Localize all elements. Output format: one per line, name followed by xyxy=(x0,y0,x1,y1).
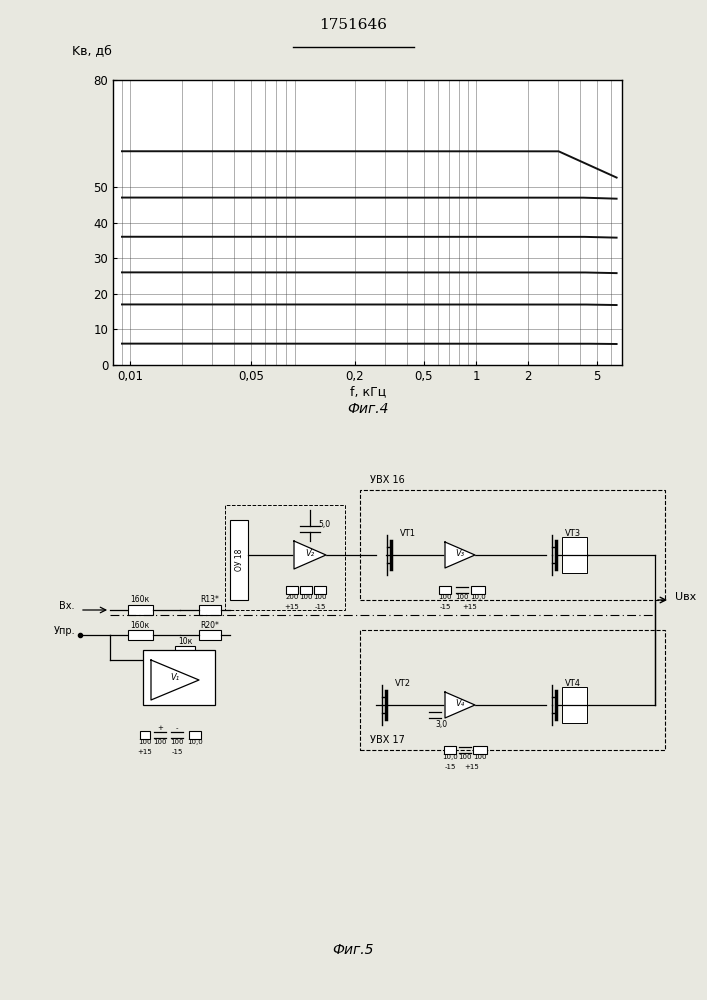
Text: 100: 100 xyxy=(458,754,472,760)
Bar xyxy=(439,586,451,594)
Bar xyxy=(127,605,153,615)
Polygon shape xyxy=(151,660,199,700)
Bar xyxy=(286,586,298,594)
Bar xyxy=(360,630,665,750)
Bar xyxy=(189,731,201,739)
Bar xyxy=(314,586,326,594)
Text: V₃: V₃ xyxy=(455,548,464,558)
Text: -15: -15 xyxy=(444,764,456,770)
Bar xyxy=(471,586,485,594)
Text: 100: 100 xyxy=(473,754,486,760)
Bar xyxy=(230,520,248,600)
Polygon shape xyxy=(445,692,475,718)
Text: VT4: VT4 xyxy=(565,678,581,688)
Text: 10,0: 10,0 xyxy=(470,594,486,600)
Bar xyxy=(300,586,312,594)
Text: 160к: 160к xyxy=(130,595,150,604)
Bar xyxy=(225,505,345,610)
Text: +15: +15 xyxy=(285,604,299,610)
Text: Упр.: Упр. xyxy=(53,626,75,636)
Text: 100: 100 xyxy=(139,739,152,745)
Text: Uвх: Uвх xyxy=(675,592,696,602)
Bar xyxy=(360,490,665,600)
Bar xyxy=(140,731,150,739)
Text: 10,0: 10,0 xyxy=(187,739,203,745)
Text: +15: +15 xyxy=(464,764,479,770)
Text: 200: 200 xyxy=(286,594,298,600)
Text: 1751646: 1751646 xyxy=(320,18,387,32)
Text: УВХ 17: УВХ 17 xyxy=(370,735,405,745)
Text: VT2: VT2 xyxy=(395,678,411,688)
Text: 10к: 10к xyxy=(178,638,192,647)
X-axis label: f, кГц: f, кГц xyxy=(349,386,386,399)
Text: Фиг.5: Фиг.5 xyxy=(332,943,374,957)
Text: +: + xyxy=(157,725,163,731)
Bar xyxy=(127,630,153,640)
Polygon shape xyxy=(445,542,475,568)
Text: 100: 100 xyxy=(438,594,452,600)
Text: -: - xyxy=(176,725,178,731)
Text: V₄: V₄ xyxy=(455,698,464,708)
Polygon shape xyxy=(294,541,326,569)
Text: R20*: R20* xyxy=(201,620,219,630)
Text: 5,0: 5,0 xyxy=(318,520,330,530)
Text: Фиг.4: Фиг.4 xyxy=(347,402,388,416)
Bar xyxy=(473,746,487,754)
Text: V₂: V₂ xyxy=(305,548,315,558)
Bar xyxy=(143,650,215,705)
Text: 100: 100 xyxy=(299,594,312,600)
Text: 100: 100 xyxy=(170,739,184,745)
Text: Вх.: Вх. xyxy=(59,601,75,611)
Text: ОУ 18: ОУ 18 xyxy=(235,549,243,571)
Bar xyxy=(562,537,587,573)
Text: 10,0: 10,0 xyxy=(442,754,458,760)
Text: VT1: VT1 xyxy=(400,528,416,538)
Text: УВХ 16: УВХ 16 xyxy=(370,475,404,485)
Text: V₁: V₁ xyxy=(170,674,180,682)
Text: 3,0: 3,0 xyxy=(435,720,447,730)
Text: 160к: 160к xyxy=(130,620,150,630)
Text: +15: +15 xyxy=(138,749,153,755)
Bar xyxy=(444,746,456,754)
Text: 100: 100 xyxy=(455,594,469,600)
Text: 100: 100 xyxy=(313,594,327,600)
Bar xyxy=(562,687,587,723)
Bar xyxy=(175,646,195,654)
Text: +15: +15 xyxy=(462,604,477,610)
Text: -15: -15 xyxy=(439,604,450,610)
Bar xyxy=(199,630,221,640)
Text: -15: -15 xyxy=(171,749,182,755)
Bar xyxy=(199,605,221,615)
Text: -15: -15 xyxy=(315,604,326,610)
Text: VT3: VT3 xyxy=(565,528,581,538)
Text: R13*: R13* xyxy=(201,595,219,604)
Text: Kв, дб: Kв, дб xyxy=(72,44,112,57)
Text: 100: 100 xyxy=(153,739,167,745)
